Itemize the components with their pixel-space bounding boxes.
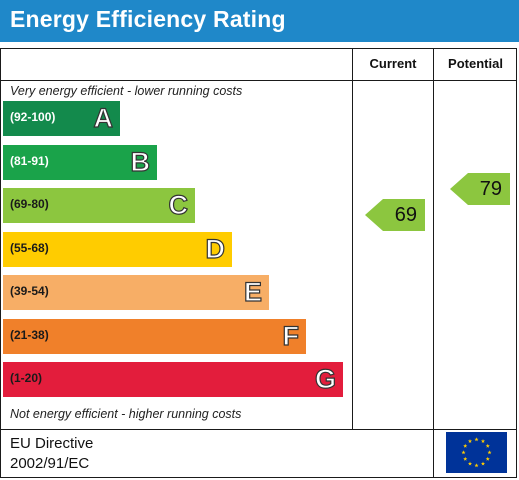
band-range-label: (69-80) [10,197,49,211]
eu-star-icon [467,439,473,444]
rating-band-g: (1-20) G [3,362,343,397]
rating-band-a: (92-100) A [3,101,120,136]
band-letter: F [282,320,300,351]
band-range-label: (81-91) [10,154,49,168]
eu-directive-label: EU Directive [10,435,94,452]
eu-star-icon [480,461,486,466]
footer-flag-divider [433,429,434,478]
band-range-label: (55-68) [10,241,49,255]
eu-star-icon [480,439,486,444]
eu-star-icon [474,437,479,442]
band-letter: A [93,102,114,133]
eu-star-icon [487,450,492,455]
page-title: Energy Efficiency Rating [10,6,286,32]
eu-star-icon [467,461,473,466]
potential-column-header: Potential [448,56,503,71]
header-bar: Energy Efficiency Rating [0,0,519,42]
rating-band-e: (39-54) E [3,275,269,310]
column-divider-current [352,48,353,430]
band-letter: B [130,146,151,177]
eu-star-icon [485,456,490,461]
rating-band-b: (81-91) B [3,145,157,180]
eu-star-icon [485,443,490,448]
bottom-caption: Not energy efficient - higher running co… [10,407,242,421]
band-letter: C [168,189,189,220]
band-letter: E [243,276,262,307]
band-letter: D [205,233,226,264]
eu-star-icon [461,450,466,455]
band-range-label: (21-38) [10,328,49,342]
potential-rating-value: 79 [479,178,502,200]
current-column-header: Current [369,56,417,71]
rating-band-c: (69-80) C [3,188,195,223]
band-range-label: (39-54) [10,284,49,298]
band-range-label: (1-20) [10,371,43,385]
rating-table [0,48,517,478]
band-letter: G [314,363,336,394]
eu-directive-number: 2002/91/EC [10,455,90,472]
band-range-label: (92-100) [10,110,56,124]
column-divider-potential [433,48,434,430]
rating-band-d: (55-68) D [3,232,232,267]
header-divider [0,80,517,81]
footer-divider [0,429,517,430]
eu-flag-icon [446,432,507,473]
current-rating-value: 69 [394,204,417,226]
eu-star-icon [463,443,468,448]
rating-band-f: (21-38) F [3,319,306,354]
top-caption: Very energy efficient - lower running co… [10,84,243,98]
eu-star-icon [463,456,468,461]
eu-star-icon [474,463,479,468]
